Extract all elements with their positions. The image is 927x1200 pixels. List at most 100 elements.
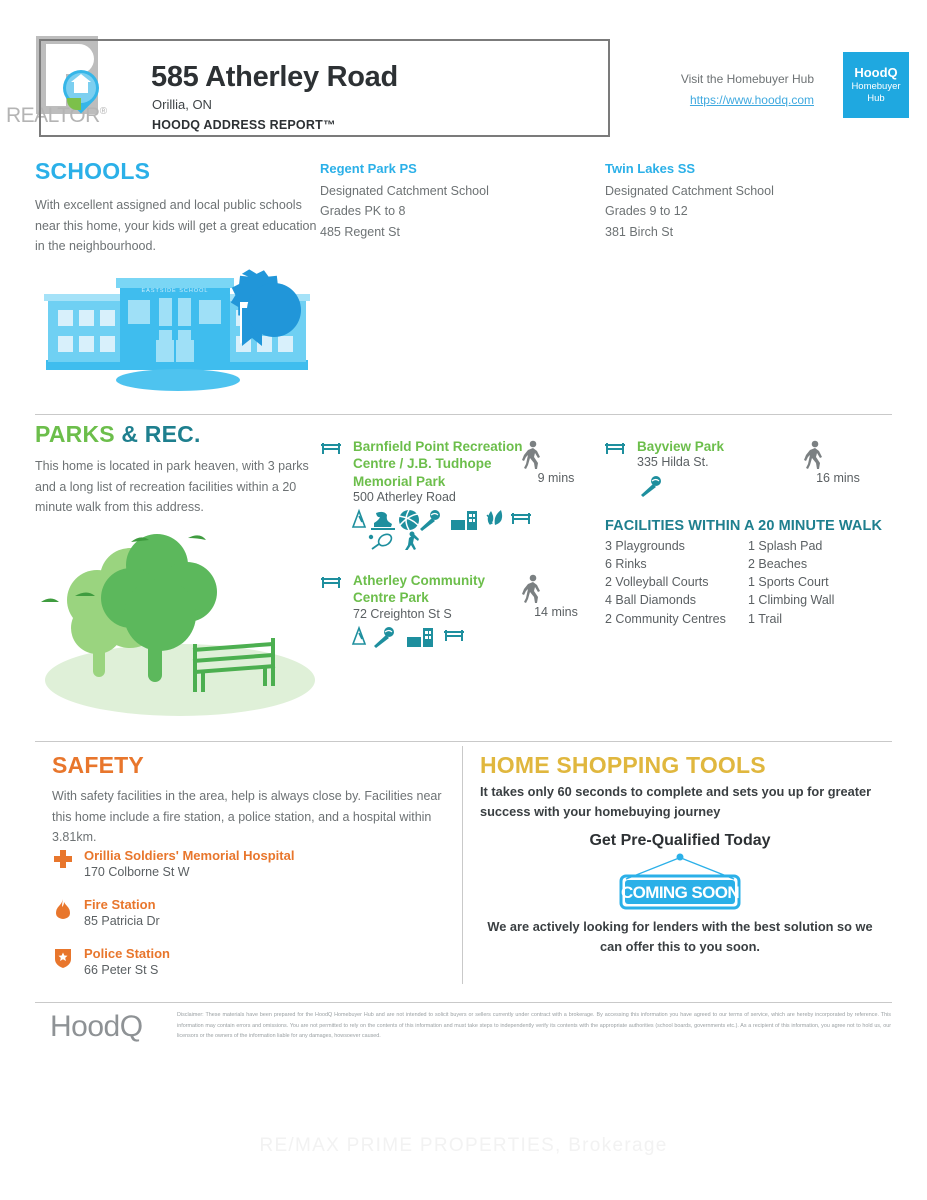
parks-divider (35, 414, 892, 415)
bench-icon-2 (444, 630, 464, 641)
safety-name: Fire Station (84, 897, 156, 912)
realtor-logo: REALTOR® (6, 28, 116, 138)
school-entry-1: Regent Park PS Designated Catchment Scho… (320, 158, 580, 242)
walking-person-icon (522, 440, 540, 469)
school-name: Regent Park PS (320, 161, 417, 176)
fire-flame-icon (52, 898, 74, 920)
park-facility-icons (351, 625, 471, 649)
splash-pad-icon (374, 627, 394, 648)
splash-pad-icon (641, 476, 661, 497)
hospital-cross-icon (52, 849, 74, 871)
safety-address: 170 Colborne St W (84, 865, 190, 879)
walk-minutes: 9 mins (537, 471, 575, 485)
community-centre-icon (407, 628, 433, 647)
safety-name: Orillia Soldiers' Memorial Hospital (84, 848, 295, 863)
walk-time-atherley: 14 mins (520, 574, 592, 619)
pin-house-roof (71, 74, 91, 82)
parks-title-part1: PARKS (35, 421, 115, 447)
park-address: 335 Hilda St. (637, 455, 709, 469)
safety-address: 66 Peter St S (84, 963, 159, 977)
safety-blurb: With safety facilities in the area, help… (52, 789, 442, 845)
park-name: Bayview Park (637, 439, 725, 454)
report-header: REALTOR® 585 Atherley Road Orillia, ON H… (0, 22, 927, 142)
climbing-wall-icon (351, 508, 367, 528)
facilities-heading: FACILITIES WITHIN A 20 MINUTE WALK (605, 518, 883, 534)
park-name: Atherley Community Centre Park (353, 573, 486, 606)
bench-icon-2 (511, 513, 531, 524)
bench-icon (604, 441, 626, 455)
footer-divider (35, 1002, 892, 1003)
school-address: 381 Birch St (605, 224, 674, 239)
hub-url-link[interactable]: https://www.hoodq.com (689, 93, 814, 107)
school-grades: Grades 9 to 12 (605, 204, 688, 219)
address-city: Orillia, ON (152, 97, 212, 112)
facility-item: 1 Climbing Wall (748, 593, 835, 608)
trail-icon (486, 510, 503, 525)
facility-item: 2 Beaches (748, 557, 808, 572)
park-name: Barnfield Point Recreation Centre / J.B.… (353, 439, 523, 489)
walking-person-icon (522, 574, 540, 603)
park-facility-icons (351, 508, 546, 550)
schools-blurb: With excellent assigned and local public… (35, 198, 317, 254)
splash-pad-icon (420, 510, 440, 531)
park-illustration (35, 520, 335, 720)
facility-item: 4 Ball Diamonds (605, 593, 697, 608)
disclaimer-text: Disclaimer: These materials have been pr… (177, 1012, 891, 1040)
community-centre-icon (451, 511, 477, 530)
report-type-label: HOODQ ADDRESS REPORT™ (152, 118, 336, 132)
safety-divider (35, 741, 892, 742)
hub-badge-brand: HoodQ (854, 65, 898, 80)
award-ribbon-icon (230, 269, 301, 346)
vertical-divider (462, 746, 463, 984)
facility-item: 1 Splash Pad (748, 539, 823, 553)
parks-blurb: This home is located in park heaven, wit… (35, 459, 309, 515)
park-bench-illustration (192, 638, 276, 692)
coming-soon-label: COMING SOON (621, 883, 739, 902)
walk-time-barnfield: 9 mins (520, 440, 592, 485)
facility-item: 1 Trail (748, 611, 783, 626)
bench-icon (320, 575, 342, 589)
tools-cta-heading: Get Pre-Qualified Today (589, 832, 771, 849)
realtor-logo-stem (46, 44, 66, 106)
address-box: 585 Atherley Road Orillia, ON HOODQ ADDR… (39, 39, 610, 137)
facilities-column-right: 1 Splash Pad 2 Beaches 1 Sports Court 1 … (748, 537, 834, 628)
facility-item: 2 Community Centres (605, 611, 726, 626)
pin-house-body (74, 80, 88, 93)
safety-section-title: SAFETY (52, 752, 144, 778)
park-address: 72 Creighton St S (353, 607, 452, 621)
police-shield-icon (52, 947, 74, 969)
brokerage-watermark: RE/MAX PRIME PROPERTIES, Brokerage (259, 1135, 668, 1156)
tools-footer-note: We are actively looking for lenders with… (487, 919, 873, 954)
school-illustration: EASTSIDE SCHOOL (38, 268, 328, 393)
registered-mark: ® (99, 106, 107, 117)
volleyball-icon (398, 509, 419, 531)
coming-soon-sign: COMING SOON (480, 852, 880, 912)
park-facility-icons (640, 474, 666, 498)
tools-section-title: HOME SHOPPING TOOLS (480, 752, 766, 778)
facilities-column-left: 3 Playgrounds 6 Rinks 2 Volleyball Court… (605, 537, 726, 628)
school-entry-2: Twin Lakes SS Designated Catchment Schoo… (605, 158, 885, 242)
pin-leaf (67, 98, 81, 110)
facility-item: 6 Rinks (605, 557, 647, 572)
rink-icon (371, 511, 395, 530)
hub-prompt: Visit the Homebuyer Hub (680, 72, 814, 86)
school-sign-text: EASTSIDE SCHOOL (142, 288, 209, 294)
parks-section-title: PARKS & REC. (35, 421, 201, 448)
hoodq-hub-badge[interactable]: HoodQ Homebuyer Hub (843, 52, 909, 118)
tools-subtitle: It takes only 60 seconds to complete and… (480, 784, 872, 819)
map-pin-icon (55, 62, 107, 116)
sports-court-icon (405, 531, 419, 550)
page-title: 585 Atherley Road (151, 61, 398, 93)
walking-person-icon (804, 440, 822, 469)
safety-address: 85 Patricia Dr (84, 914, 160, 928)
bench-icon (320, 441, 342, 455)
school-grades: Grades PK to 8 (320, 204, 406, 219)
school-name: Twin Lakes SS (605, 161, 696, 176)
parks-title-part2: & REC. (121, 421, 201, 447)
school-designation: Designated Catchment School (320, 184, 489, 199)
walk-minutes: 16 mins (816, 471, 860, 485)
facility-item: 2 Volleyball Courts (605, 575, 709, 590)
safety-name: Police Station (84, 946, 170, 961)
facility-item: 1 Sports Court (748, 575, 829, 590)
park-address: 500 Atherley Road (353, 490, 456, 504)
